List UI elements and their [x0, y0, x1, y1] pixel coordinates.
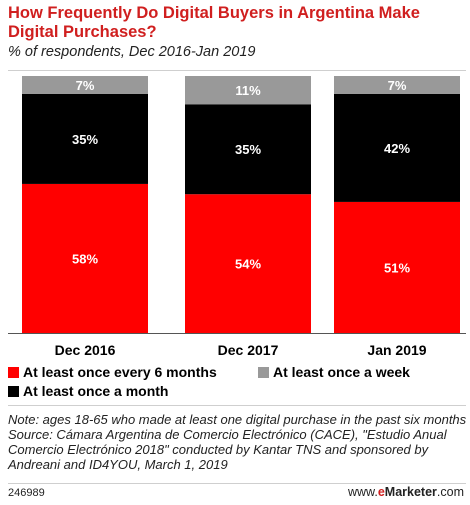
top-divider — [8, 70, 466, 71]
legend-swatch-black — [8, 386, 19, 397]
legend-label: At least once a month — [23, 383, 169, 399]
chart-note: Note: ages 18-65 who made at least one d… — [8, 412, 468, 472]
bar-jan-2019-at-least-once-a-week — [334, 76, 460, 94]
legend-item-once-a-week: At least once a week — [258, 364, 410, 380]
chart-title: How Frequently Do Digital Buyers in Arge… — [8, 4, 420, 41]
data-label-jan-2019-at-least-once-every-6-months: 51% — [384, 260, 410, 275]
chart-subtitle: % of respondents, Dec 2016-Jan 2019 — [8, 44, 256, 60]
bar-dec-2016-at-least-once-a-week — [22, 76, 148, 94]
legend-item-every-6-months: At least once every 6 months — [8, 364, 217, 380]
brand-marketer: Marketer — [384, 485, 437, 499]
legend-swatch-red — [8, 367, 19, 378]
data-label-jan-2019-at-least-once-a-month: 42% — [384, 141, 410, 156]
bar-jan-2019-at-least-once-a-month — [334, 93, 460, 202]
bar-jan-2019-at-least-once-every-6-months — [334, 201, 460, 333]
brand-prefix: www. — [347, 485, 378, 499]
data-label-dec-2017-at-least-once-a-month: 35% — [235, 142, 261, 157]
bar-dec-2016-at-least-once-a-month — [22, 93, 148, 184]
note-text: Note: ages 18-65 who made at least one d… — [8, 412, 467, 427]
bottom-divider — [8, 405, 466, 406]
data-label-dec-2016-at-least-once-a-week: 7% — [76, 78, 95, 93]
legend: At least once every 6 months At least on… — [8, 362, 466, 399]
bar-dec-2017-at-least-once-every-6-months — [185, 194, 311, 333]
bar-dec-2017-at-least-once-a-month — [185, 104, 311, 195]
data-label-dec-2016-at-least-once-every-6-months: 58% — [72, 251, 98, 266]
data-label-dec-2016-at-least-once-a-month: 35% — [72, 132, 98, 147]
legend-swatch-gray — [258, 367, 269, 378]
data-label-dec-2017-at-least-once-a-week: 11% — [235, 83, 261, 98]
footer-divider — [8, 483, 466, 484]
emarketer-logo: www.eMarketer.com — [348, 485, 464, 499]
bar-dec-2016-at-least-once-every-6-months — [22, 183, 148, 333]
data-label-jan-2019-at-least-once-a-week: 7% — [388, 78, 407, 93]
brand-suffix: .com — [436, 485, 464, 499]
category-label-dec-2017: Dec 2017 — [218, 342, 279, 358]
brand-e: e — [377, 485, 385, 499]
category-label-jan-2019: Jan 2019 — [367, 342, 426, 358]
source-text: Source: Cámara Argentina de Comercio Ele… — [8, 427, 447, 472]
legend-item-once-a-month: At least once a month — [8, 383, 168, 399]
bar-dec-2017-at-least-once-a-week — [185, 76, 311, 105]
category-label-dec-2016: Dec 2016 — [55, 342, 116, 358]
data-label-dec-2017-at-least-once-every-6-months: 54% — [235, 257, 261, 272]
legend-label: At least once a week — [273, 364, 410, 380]
stacked-bar-chart: 58% 35% 7% Dec 2016 54% 35% 11% Dec 2017 51% 42% 7… — [8, 76, 466, 358]
chart-id: 246989 — [8, 487, 45, 499]
legend-label: At least once every 6 months — [23, 364, 217, 380]
